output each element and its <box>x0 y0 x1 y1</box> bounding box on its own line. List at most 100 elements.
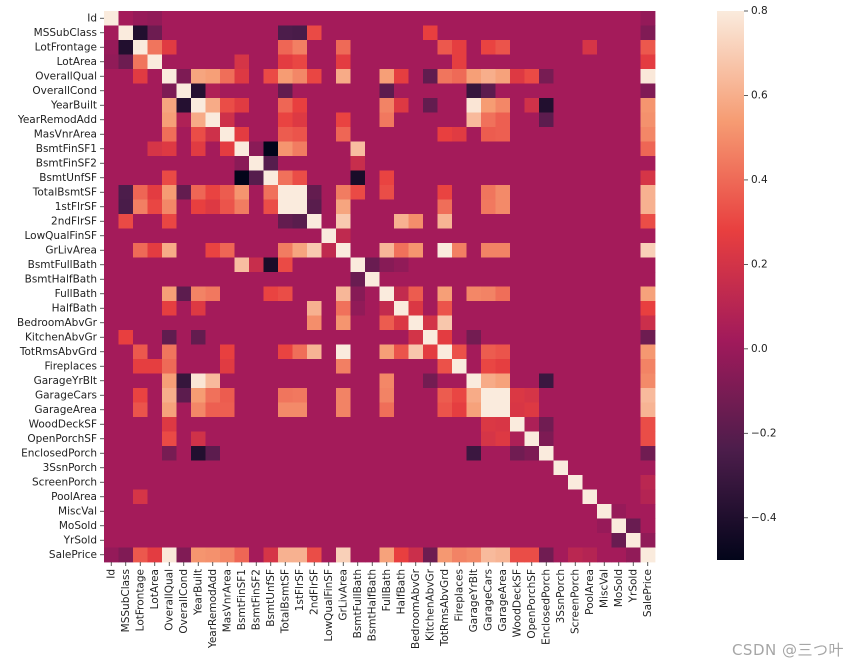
heatmap-cell <box>640 170 656 186</box>
heatmap-cell <box>611 257 627 273</box>
heatmap-cell <box>582 402 598 418</box>
heatmap-cell <box>176 344 192 360</box>
heatmap-cell <box>481 489 496 505</box>
heatmap-cell <box>263 460 279 476</box>
heatmap-cell <box>321 170 337 186</box>
heatmap-cell <box>118 547 134 563</box>
heatmap-cell <box>640 127 656 142</box>
heatmap-cell <box>249 373 264 389</box>
heatmap-cell <box>249 243 264 258</box>
heatmap-cell <box>118 25 134 41</box>
heatmap-cell <box>626 40 641 55</box>
heatmap-cell <box>568 489 583 505</box>
heatmap-cell <box>626 417 641 432</box>
heatmap-cell <box>191 214 206 229</box>
heatmap-cell <box>350 373 366 389</box>
heatmap-cell <box>466 373 482 389</box>
heatmap-cell <box>640 301 656 316</box>
heatmap-cell <box>205 547 221 563</box>
heatmap-cell <box>205 243 221 258</box>
heatmap-cell <box>495 344 511 360</box>
heatmap-cell <box>292 533 308 548</box>
heatmap-cell <box>539 25 554 41</box>
heatmap-cell <box>249 518 264 534</box>
heatmap-cell <box>220 431 235 447</box>
heatmap-cell <box>466 11 482 26</box>
heatmap-cell <box>176 301 192 316</box>
heatmap-cell <box>176 25 192 41</box>
heatmap-cell <box>104 518 119 534</box>
heatmap-cell <box>394 228 409 244</box>
heatmap-cell <box>104 243 119 258</box>
heatmap-cell <box>640 98 656 113</box>
heatmap-cell <box>162 475 177 490</box>
heatmap-cell <box>162 373 177 389</box>
heatmap-cell <box>278 286 293 302</box>
heatmap-cell <box>365 112 380 128</box>
heatmap-cell <box>263 214 279 229</box>
heatmap-cell <box>336 431 351 447</box>
heatmap-cell <box>452 228 467 244</box>
heatmap-cell <box>640 156 656 171</box>
heatmap-cell <box>249 83 264 99</box>
heatmap-cell <box>568 344 583 360</box>
heatmap-cell <box>466 504 482 519</box>
heatmap-cell <box>582 315 598 331</box>
heatmap-cell <box>423 446 438 461</box>
heatmap-cell <box>481 40 496 55</box>
heatmap-cell <box>466 475 482 490</box>
heatmap-cell <box>437 533 453 548</box>
heatmap-cell <box>640 489 656 505</box>
heatmap-cell <box>379 286 395 302</box>
heatmap-cell <box>133 228 148 244</box>
heatmap-cell <box>524 156 540 171</box>
heatmap-cell <box>350 417 366 432</box>
heatmap-cell <box>394 112 409 128</box>
heatmap-cell <box>118 257 134 273</box>
heatmap-cell <box>176 475 192 490</box>
heatmap-cell <box>408 518 424 534</box>
heatmap-cell <box>568 170 583 186</box>
heatmap-cell <box>597 315 612 331</box>
x-tick-label: 2ndFlrSF <box>308 569 320 615</box>
heatmap-cell <box>568 286 583 302</box>
heatmap-cell <box>408 301 424 316</box>
heatmap-cell <box>321 344 337 360</box>
heatmap-cell <box>568 243 583 258</box>
heatmap-cell <box>597 518 612 534</box>
heatmap-cell <box>553 330 569 345</box>
heatmap-cell <box>307 388 322 403</box>
heatmap-cell <box>133 54 148 70</box>
heatmap-cell <box>249 156 264 171</box>
heatmap-cell <box>162 518 177 534</box>
y-tick-label: OpenPorchSF <box>27 433 97 445</box>
x-tick-label: BsmtFullBath <box>352 569 364 638</box>
x-tick-label: 3SsnPorch <box>555 569 567 623</box>
heatmap-cell <box>481 228 496 244</box>
heatmap-cell <box>336 272 351 287</box>
heatmap-cell <box>394 25 409 41</box>
heatmap-cell <box>423 417 438 432</box>
heatmap-cell <box>278 417 293 432</box>
heatmap-cell <box>118 402 134 418</box>
heatmap-cell <box>408 388 424 403</box>
heatmap-cell <box>365 156 380 171</box>
heatmap-cell <box>147 69 163 84</box>
heatmap-cell <box>626 359 641 374</box>
heatmap-cell <box>118 40 134 55</box>
heatmap-cell <box>611 83 627 99</box>
heatmap-cell <box>408 54 424 70</box>
heatmap-cell <box>191 11 206 26</box>
heatmap-cell <box>191 431 206 447</box>
heatmap-cell <box>234 431 250 447</box>
heatmap-cell <box>350 489 366 505</box>
heatmap-cell <box>205 286 221 302</box>
heatmap-cell <box>104 373 119 389</box>
heatmap-cell <box>379 127 395 142</box>
heatmap-cell <box>481 199 496 215</box>
heatmap-cell <box>640 533 656 548</box>
heatmap-cell <box>394 330 409 345</box>
heatmap-cell <box>510 214 525 229</box>
heatmap-cell <box>292 228 308 244</box>
y-tick-label: TotRmsAbvGrd <box>19 346 97 358</box>
